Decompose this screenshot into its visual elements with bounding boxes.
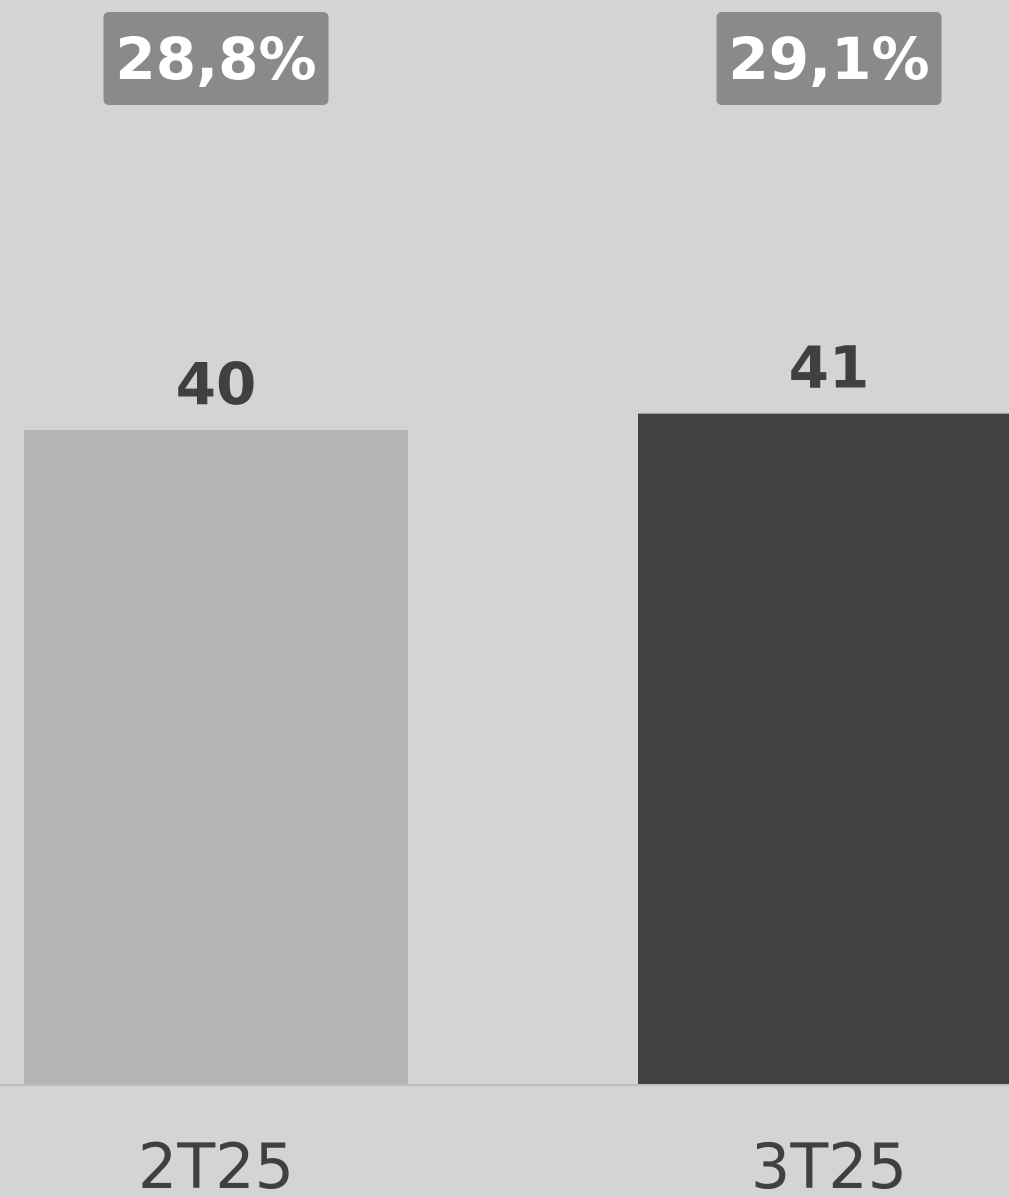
percent-label-3T25: 29,1%	[728, 25, 929, 93]
bars	[24, 413, 1009, 1085]
category-label-3T25: 3T25	[751, 1130, 907, 1197]
value-label-3T25: 41	[789, 334, 870, 402]
percent-badges: 28,8% 29,1%	[103, 12, 942, 105]
category-label-2T25: 2T25	[138, 1130, 294, 1197]
bar-2T25	[24, 430, 408, 1085]
category-labels: 2T25 3T25	[138, 1130, 907, 1197]
percent-badge-2T25	[103, 12, 329, 105]
value-labels: 40 41	[176, 334, 870, 418]
bar-3T25	[638, 413, 1009, 1085]
percent-label-2T25: 28,8%	[115, 25, 316, 93]
percent-badge-3T25	[716, 12, 942, 105]
value-label-2T25: 40	[176, 350, 257, 418]
